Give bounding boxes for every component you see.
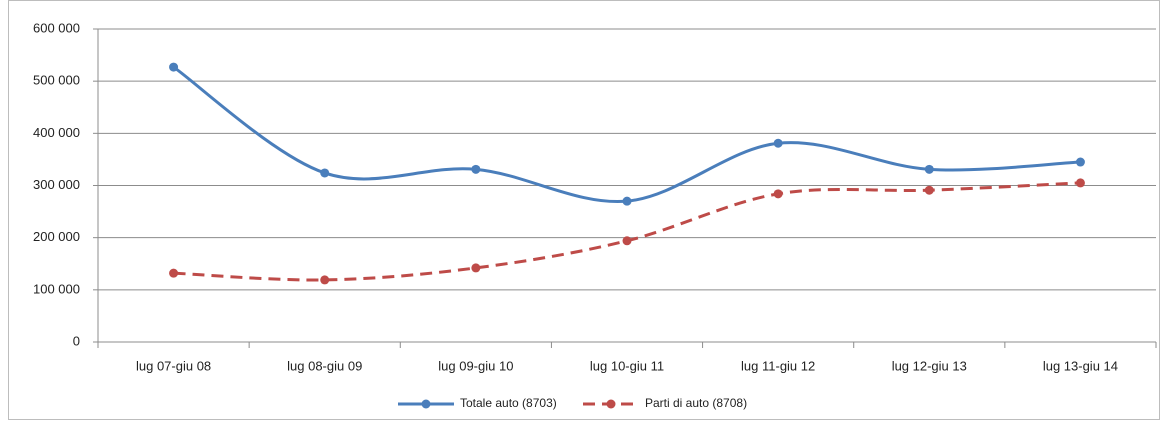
- x-tick-label: lug 11-giu 12: [741, 358, 815, 373]
- y-tick-label: 0: [73, 333, 80, 348]
- x-tick-label: lug 07-giu 08: [136, 358, 211, 373]
- y-tick-label: 100 000: [33, 281, 80, 296]
- data-point: [320, 168, 330, 178]
- legend-marker: [421, 399, 431, 409]
- data-point: [471, 263, 481, 273]
- data-point: [1075, 178, 1085, 188]
- x-tick-label: lug 08-giu 09: [287, 358, 362, 373]
- data-point: [773, 189, 783, 199]
- legend-label: Totale auto (8703): [460, 396, 557, 410]
- data-point: [169, 62, 179, 72]
- y-tick-label: 500 000: [33, 73, 80, 88]
- data-point: [622, 196, 632, 206]
- x-tick-label: lug 13-giu 14: [1043, 358, 1118, 373]
- data-point: [622, 236, 632, 246]
- series-line: [172, 65, 1081, 204]
- x-tick-label: lug 12-giu 13: [892, 358, 967, 373]
- data-point: [1075, 157, 1085, 167]
- chart-frame: [8, 0, 1160, 420]
- y-tick-label: 600 000: [33, 20, 80, 35]
- legend-marker: [606, 399, 616, 409]
- y-tick-label: 400 000: [33, 125, 80, 140]
- data-point: [773, 138, 783, 148]
- x-tick-label: lug 10-giu 11: [590, 358, 664, 373]
- data-point: [924, 185, 934, 195]
- data-point: [320, 275, 330, 285]
- x-tick-label: lug 09-giu 10: [438, 358, 513, 373]
- legend-label: Parti di auto (8708): [645, 396, 747, 410]
- data-point: [924, 164, 934, 174]
- data-point: [471, 164, 481, 174]
- y-tick-label: 200 000: [33, 229, 80, 244]
- data-point: [169, 268, 179, 278]
- y-tick-label: 300 000: [33, 177, 80, 192]
